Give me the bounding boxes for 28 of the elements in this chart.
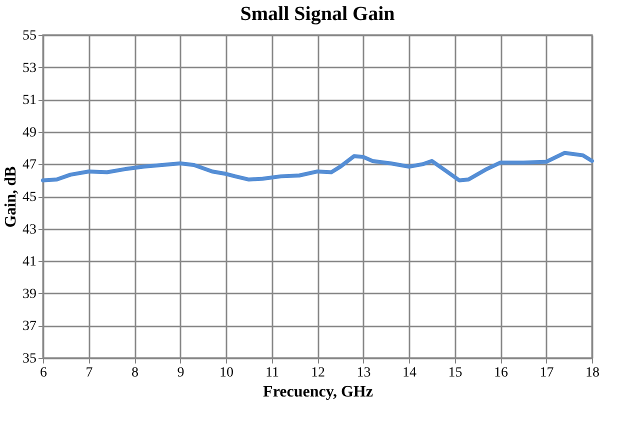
x-tick-label: 15 bbox=[448, 366, 462, 380]
x-tick-label: 17 bbox=[540, 366, 554, 380]
line-series bbox=[41, 150, 594, 182]
y-tick-label: 51 bbox=[22, 93, 36, 108]
y-tick-label: 37 bbox=[22, 319, 36, 334]
x-tick-label: 8 bbox=[132, 366, 138, 380]
x-tick-label: 9 bbox=[177, 366, 184, 380]
x-tick-label: 11 bbox=[266, 366, 279, 380]
x-axis-title: Frecuency, GHz bbox=[263, 384, 373, 400]
y-tick-label: 55 bbox=[22, 28, 36, 44]
x-tick-label: 13 bbox=[356, 366, 371, 380]
x-tick-label: 16 bbox=[494, 366, 508, 380]
x-tick-label: 6 bbox=[40, 366, 47, 380]
y-axis-title: Gain, dB bbox=[2, 166, 20, 228]
chart-title: Small Signal Gain bbox=[240, 3, 395, 25]
x-tick-label: 14 bbox=[402, 366, 416, 380]
x-tick-label: 10 bbox=[220, 366, 234, 380]
y-tick-label: 39 bbox=[22, 286, 36, 302]
x-tick-label: 18 bbox=[586, 366, 600, 380]
y-tick-label: 49 bbox=[22, 125, 36, 140]
y-tick-label: 43 bbox=[22, 222, 36, 238]
x-tick-label: 7 bbox=[86, 366, 93, 380]
y-tick-label: 47 bbox=[22, 158, 36, 173]
y-tick-label: 35 bbox=[22, 352, 36, 366]
y-tick-label: 45 bbox=[22, 190, 36, 205]
y-tick-label: 53 bbox=[22, 60, 36, 76]
y-tick-label: 41 bbox=[22, 254, 36, 270]
x-tick-label: 12 bbox=[311, 366, 325, 380]
